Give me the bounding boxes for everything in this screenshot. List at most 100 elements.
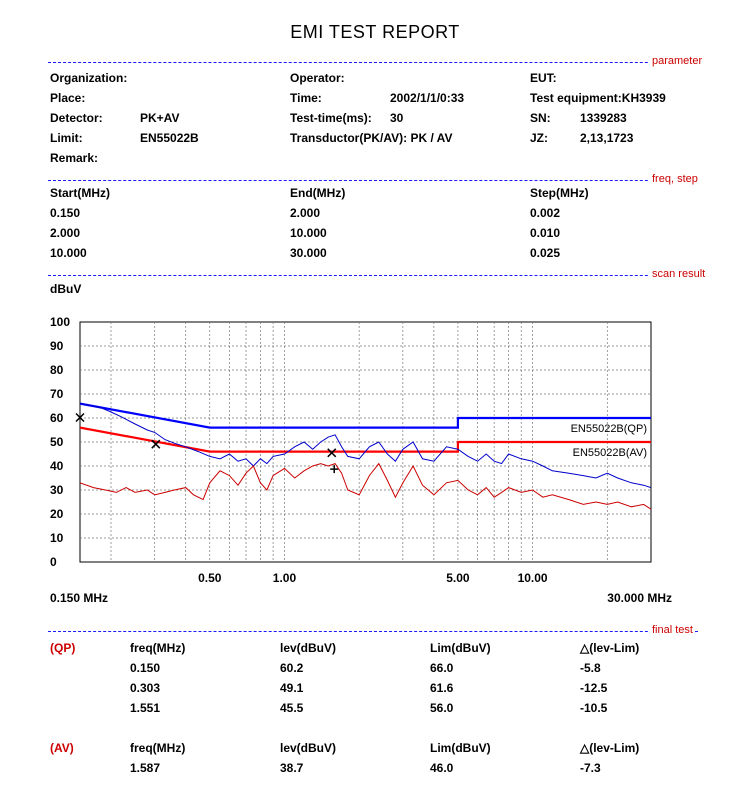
step-header: Step(MHz) <box>530 186 589 200</box>
time-label: Time: <box>290 91 322 105</box>
y-tick-label: 0 <box>50 555 57 569</box>
qp-cell: 1.551 <box>130 701 161 715</box>
qp-delta-header: △(lev-Lim) <box>580 641 640 655</box>
qp-cell: 61.6 <box>430 681 454 695</box>
jz-label: JZ: <box>530 131 548 145</box>
y-tick-label: 100 <box>50 315 70 329</box>
cross-marker-icon <box>75 412 85 423</box>
freq-step-cell: 10.000 <box>290 226 327 240</box>
av-cell: 1.587 <box>130 761 161 775</box>
sn-value: 1339283 <box>580 111 627 125</box>
peak-markers <box>75 412 339 474</box>
qp-cell: 56.0 <box>430 701 454 715</box>
x-tick-label: 5.00 <box>446 571 470 585</box>
qp-cell: -10.5 <box>580 701 608 715</box>
start-header: Start(MHz) <box>50 186 110 200</box>
time-value: 2002/1/1/0:33 <box>390 91 465 105</box>
freq-step-cell: 0.010 <box>530 226 561 240</box>
limit-value: EN55022B <box>140 131 199 145</box>
av-cell: 38.7 <box>280 761 304 775</box>
y-tick-label: 30 <box>50 483 64 497</box>
qp-tag: (QP) <box>50 641 76 655</box>
freq-step-cell: 10.000 <box>50 246 87 260</box>
x-tick-labels: 0.50 1.00 5.00 10.00 <box>198 571 548 585</box>
scan-result-divider <box>48 275 698 276</box>
limit-label: Limit: <box>50 131 83 145</box>
freq-step-cell: 30.000 <box>290 246 327 260</box>
qp-cell: -5.8 <box>580 661 601 675</box>
qp-lev-header: lev(dBuV) <box>280 641 337 655</box>
freq-step-divider <box>48 180 698 181</box>
parameter-section-label: parameter <box>649 55 703 67</box>
test-time-label: Test-time(ms): <box>290 111 372 125</box>
series-group <box>80 402 651 510</box>
qp-cell: 45.5 <box>280 701 304 715</box>
y-axis-unit-label: dBuV <box>50 282 82 296</box>
av-tag: (AV) <box>50 741 74 755</box>
jz-value: 2,13,1723 <box>580 131 634 145</box>
limit-line <box>80 402 651 429</box>
marker-stroke <box>327 448 337 458</box>
parameter-divider <box>48 62 698 63</box>
remark-label: Remark: <box>50 151 99 165</box>
detector-label: Detector: <box>50 111 103 125</box>
y-tick-label: 90 <box>50 339 64 353</box>
y-tick-label: 20 <box>50 507 64 521</box>
qp-freq-header: freq(MHz) <box>130 641 186 655</box>
freq-step-cell: 0.150 <box>50 206 81 220</box>
qp-cell: 60.2 <box>280 661 304 675</box>
trace-line <box>80 403 651 489</box>
y-tick-label: 80 <box>50 363 64 377</box>
test-equipment-label: Test equipment:KH3939 <box>530 91 666 105</box>
limit-line <box>80 426 651 453</box>
detector-value: PK+AV <box>140 111 180 125</box>
x-tick-label: 1.00 <box>273 571 297 585</box>
y-tick-label: 70 <box>50 387 64 401</box>
y-tick-label: 50 <box>50 435 64 449</box>
cross-marker-icon <box>151 439 161 449</box>
legend-label: EN55022B(AV) <box>573 447 647 459</box>
y-tick-label: 60 <box>50 411 64 425</box>
marker-stroke <box>151 439 161 449</box>
av-delta-header: △(lev-Lim) <box>580 741 640 755</box>
report-title: EMI TEST REPORT <box>290 22 460 42</box>
av-cell: 46.0 <box>430 761 454 775</box>
final-test-section-label: final test <box>649 624 693 636</box>
plus-marker-icon <box>330 465 339 474</box>
freq-step-section-label: freq, step <box>649 173 698 185</box>
freq-step-cell: 0.002 <box>530 206 561 220</box>
place-label: Place: <box>50 91 86 105</box>
freq-step-cell: 0.025 <box>530 246 561 260</box>
x-start-label: 0.150 MHz <box>50 591 108 605</box>
y-tick-labels: 0 10 20 30 40 50 60 70 80 90 100 <box>50 315 70 569</box>
cross-marker-icon <box>327 448 337 458</box>
qp-cell: 66.0 <box>430 661 454 675</box>
av-lim-header: Lim(dBuV) <box>430 741 491 755</box>
organization-label: Organization: <box>50 71 128 85</box>
operator-label: Operator: <box>290 71 345 85</box>
marker-stroke <box>75 412 85 423</box>
qp-cell: 0.303 <box>130 681 161 695</box>
trace-line <box>80 462 651 510</box>
x-tick-label: 10.00 <box>518 571 548 585</box>
qp-cell: 49.1 <box>280 681 304 695</box>
qp-lim-header: Lim(dBuV) <box>430 641 491 655</box>
transductor-label: Transductor(PK/AV): PK / AV <box>290 131 453 145</box>
eut-label: EUT: <box>530 71 557 85</box>
scan-result-section-label: scan result <box>649 268 706 280</box>
legend-labels: EN55022B(QP) EN55022B(AV) <box>571 423 647 459</box>
av-freq-header: freq(MHz) <box>130 741 186 755</box>
test-time-value: 30 <box>390 111 404 125</box>
emi-scan-chart: 0 10 20 30 40 50 60 70 80 90 100 0.50 1.00 5.00 10.00… <box>50 315 672 605</box>
qp-cell: -12.5 <box>580 681 608 695</box>
av-cell: -7.3 <box>580 761 601 775</box>
freq-step-cell: 2.000 <box>50 226 81 240</box>
av-lev-header: lev(dBuV) <box>280 741 337 755</box>
x-end-label: 30.000 MHz <box>607 591 672 605</box>
sn-label: SN: <box>530 111 551 125</box>
qp-cell: 0.150 <box>130 661 161 675</box>
legend-label: EN55022B(QP) <box>571 423 647 435</box>
y-tick-label: 40 <box>50 459 64 473</box>
freq-step-cell: 2.000 <box>290 206 321 220</box>
final-test-divider <box>48 631 698 632</box>
